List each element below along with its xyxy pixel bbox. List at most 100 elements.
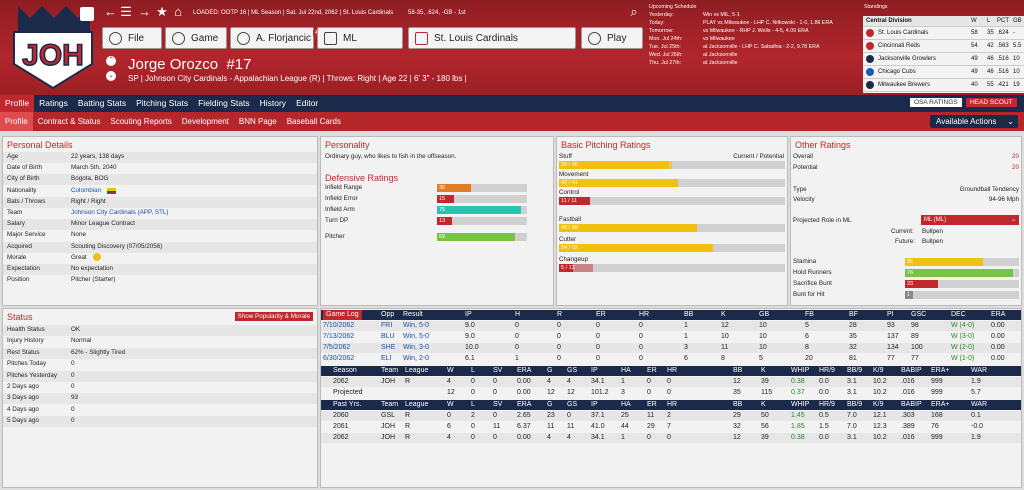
schedule-row[interactable]: Thu. Jul 27th: at Jacksonville: [649, 59, 860, 67]
column-header[interactable]: K/9: [873, 401, 884, 408]
column-header[interactable]: SV: [493, 401, 503, 408]
column-header[interactable]: Game Log: [323, 310, 362, 320]
column-header[interactable]: K: [721, 311, 726, 318]
column-header[interactable]: BB/9: [847, 367, 863, 374]
column-header[interactable]: R: [557, 311, 563, 318]
team-logo[interactable]: JOH: [4, 2, 98, 90]
head-scout-button[interactable]: HEAD SCOUT: [966, 98, 1017, 107]
standings-row[interactable]: Jacksonville Growlers 49 46.516 10: [863, 53, 1024, 66]
column-header[interactable]: ER: [647, 401, 657, 408]
column-header[interactable]: BB: [733, 367, 743, 374]
schedule-row[interactable]: Tue. Jul 25th: at Jacksonville - LHP C. S…: [649, 43, 860, 51]
back-arrow-icon[interactable]: ←: [104, 4, 117, 19]
column-header[interactable]: BB: [733, 401, 743, 408]
column-header[interactable]: HA: [621, 367, 631, 374]
column-header[interactable]: G: [547, 367, 553, 374]
column-header[interactable]: BABIP: [901, 401, 922, 408]
standings-row[interactable]: Milwaukee Brewers 40 55.421 19: [863, 79, 1024, 92]
tab-pitching-stats[interactable]: Pitching Stats: [136, 98, 189, 108]
table-row[interactable]: 2062 JOH R 4 0 0 0.00 4 4 34.1 1 0 0 12 39 0.38 0.0 3.1 10…: [321, 433, 1021, 443]
column-header[interactable]: HR: [667, 367, 678, 374]
league-button[interactable]: ML: [317, 27, 403, 49]
column-header[interactable]: WAR: [971, 401, 988, 408]
personal-value[interactable]: Johnson City Cardinals (APP, STL): [71, 209, 169, 216]
subtab-development[interactable]: Development: [181, 117, 229, 126]
column-header[interactable]: GS: [567, 401, 578, 408]
manager-button[interactable]: A. Florjancic4: [230, 27, 320, 49]
column-header[interactable]: League: [405, 401, 429, 408]
column-header[interactable]: FB: [805, 311, 814, 318]
menu-icon[interactable]: ☰: [120, 4, 132, 19]
subtab-scouting-reports[interactable]: Scouting Reports: [110, 117, 172, 126]
column-header[interactable]: H: [515, 311, 521, 318]
column-header[interactable]: BB/9: [847, 401, 863, 408]
column-header[interactable]: Result: [403, 311, 423, 318]
column-header[interactable]: WHIP: [791, 367, 810, 374]
team-button[interactable]: St. Louis Cardinals: [408, 27, 576, 49]
column-header[interactable]: Team: [381, 367, 399, 374]
osa-ratings-button[interactable]: OSA RATINGS: [910, 98, 962, 107]
column-header[interactable]: L: [471, 367, 475, 374]
column-header[interactable]: League: [405, 367, 429, 374]
game-button[interactable]: Game: [165, 27, 227, 49]
table-row[interactable]: 7/10/2062 FRI Win, 5-0 9.0 0 0 0 0 1 12 10 5 28 93 98 W…: [321, 321, 1021, 331]
column-header[interactable]: DEC: [951, 311, 966, 318]
column-header[interactable]: GS: [567, 367, 578, 374]
column-header[interactable]: Past Yrs.: [333, 401, 362, 408]
schedule-row[interactable]: Tomorrow: vs Milwaukee - RHP J. Wells - 4…: [649, 27, 860, 35]
standings-row[interactable]: St. Louis Cardinals 58 35.624-: [863, 27, 1024, 40]
column-header[interactable]: HR: [667, 401, 678, 408]
column-header[interactable]: L: [471, 401, 475, 408]
column-header[interactable]: GSC: [911, 311, 927, 318]
schedule-row[interactable]: Mon. Jul 24th: vs Milwaukee: [649, 35, 860, 43]
tab-history[interactable]: History: [259, 98, 287, 108]
table-row[interactable]: Projected 12 0 0 0.00 12 12 101.2 3 0 0 35 115 0.37 0.…: [321, 388, 1021, 398]
column-header[interactable]: ERA+: [931, 367, 950, 374]
column-header[interactable]: ERA: [991, 311, 1006, 318]
column-header[interactable]: W: [447, 367, 454, 374]
table-row[interactable]: 7/5/2062 SHE Win, 3-0 10.0 0 0 0 0 3 11 10 8 32 134 10…: [321, 343, 1021, 353]
column-header[interactable]: G: [547, 401, 553, 408]
tab-fielding-stats[interactable]: Fielding Stats: [198, 98, 250, 108]
table-row[interactable]: 2060 GSL R 0 2 0 2.65 23 0 37.1 25 11 2 29 50 1.45 0.5 7.…: [321, 411, 1021, 421]
column-header[interactable]: GB: [759, 311, 770, 318]
column-header[interactable]: ERA+: [931, 401, 950, 408]
column-header[interactable]: HA: [621, 401, 631, 408]
column-header[interactable]: IP: [465, 311, 472, 318]
schedule-row[interactable]: Today: PLAY vs Milwaukee - LHP C. Nitkows…: [649, 19, 860, 27]
collapse-up-icon[interactable]: ⌃: [106, 56, 116, 66]
column-header[interactable]: ER: [647, 367, 657, 374]
show-popularity-morale-button[interactable]: Show Popularity & Morale: [234, 312, 313, 321]
schedule-row[interactable]: Yesterday: Win vs MIL, 5-1: [649, 11, 860, 19]
star-icon[interactable]: ★: [156, 4, 168, 19]
column-header[interactable]: K: [761, 367, 766, 374]
search-icon[interactable]: ⌕: [630, 4, 638, 19]
subtab-profile[interactable]: Profile: [0, 112, 33, 131]
schedule-row[interactable]: Wed. Jul 26th: at Jacksonville: [649, 51, 860, 59]
column-header[interactable]: BB: [684, 311, 694, 318]
projected-role-select[interactable]: ML (ML) ⌄: [921, 215, 1019, 225]
expand-down-icon[interactable]: ⌄: [106, 71, 116, 81]
column-header[interactable]: Team: [381, 401, 399, 408]
column-header[interactable]: HR/9: [819, 367, 835, 374]
personal-value[interactable]: Colombian: [71, 186, 102, 194]
standings-row[interactable]: Cincinnati Reds 54 42.563 5.5: [863, 40, 1024, 53]
column-header[interactable]: WHIP: [791, 401, 810, 408]
column-header[interactable]: HR: [639, 311, 650, 318]
column-header[interactable]: Opp: [381, 311, 395, 318]
table-row[interactable]: 6/30/2062 ELI Win, 2-0 6.1 1 0 0 0 6 8 5 20 81 77 77 W …: [321, 354, 1021, 364]
available-actions-button[interactable]: Available Actions ⌄: [930, 115, 1018, 128]
tab-ratings[interactable]: Ratings: [39, 98, 68, 108]
tab-editor[interactable]: Editor: [296, 98, 319, 108]
home-icon[interactable]: ⌂: [174, 4, 182, 19]
column-header[interactable]: PI: [887, 311, 894, 318]
subtab-bnn-page[interactable]: BNN Page: [238, 117, 277, 126]
table-row[interactable]: 7/13/2062 BLU Win, 5-0 9.0 0 0 0 0 1 10 10 6 35 137 89…: [321, 332, 1021, 342]
column-header[interactable]: IP: [591, 367, 598, 374]
forward-arrow-icon[interactable]: →: [138, 4, 151, 19]
play-button[interactable]: Play: [581, 27, 643, 49]
column-header[interactable]: ERA: [517, 367, 532, 374]
column-header[interactable]: Season: [333, 367, 357, 374]
column-header[interactable]: HR/9: [819, 401, 835, 408]
tab-profile[interactable]: Profile: [0, 95, 35, 112]
